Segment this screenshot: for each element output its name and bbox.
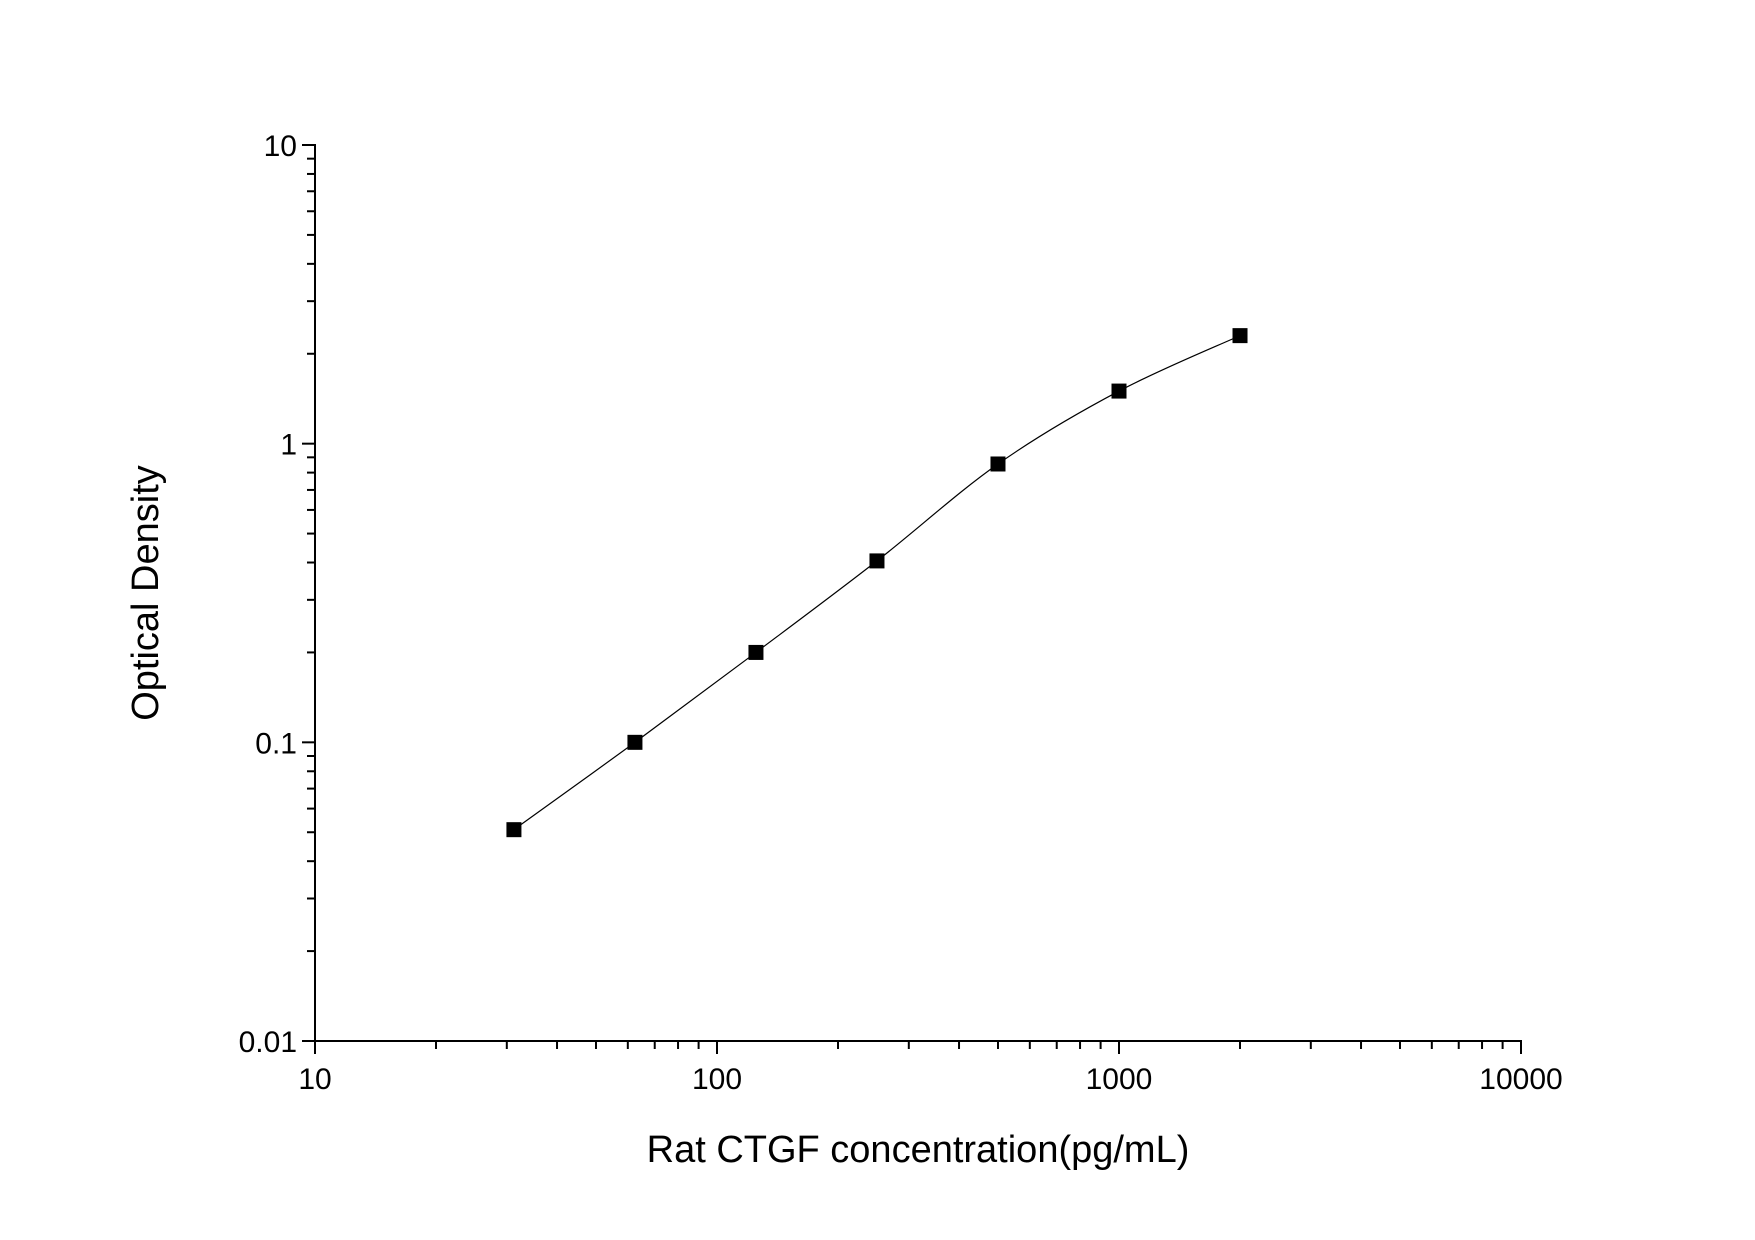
data-point xyxy=(869,553,885,569)
data-point xyxy=(1232,328,1248,344)
data-point xyxy=(627,734,643,750)
y-tick-label: 0.01 xyxy=(239,1026,297,1059)
x-axis-title: Rat CTGF concentration(pg/mL) xyxy=(647,1129,1190,1171)
data-point xyxy=(990,456,1006,472)
data-point xyxy=(506,822,522,838)
y-tick-labels: 0.01 0.1 1 10 xyxy=(239,130,297,1059)
fit-curve xyxy=(513,335,1241,831)
y-axis-ticks xyxy=(302,144,315,1042)
data-points xyxy=(506,328,1248,838)
axes xyxy=(314,144,1522,1042)
x-axis-ticks xyxy=(314,1041,1522,1054)
x-tick-label: 1000 xyxy=(1086,1063,1153,1096)
y-tick-label: 10 xyxy=(264,130,297,163)
data-point xyxy=(748,644,764,660)
y-axis-title: Optical Density xyxy=(125,465,167,721)
y-tick-label: 1 xyxy=(280,429,297,462)
x-tick-labels: 10 100 1000 10000 xyxy=(298,1063,1562,1096)
x-tick-label: 10000 xyxy=(1479,1063,1562,1096)
x-tick-label: 10 xyxy=(298,1063,331,1096)
y-tick-label: 0.1 xyxy=(255,727,297,760)
x-tick-label: 100 xyxy=(692,1063,742,1096)
data-point xyxy=(1111,383,1127,399)
